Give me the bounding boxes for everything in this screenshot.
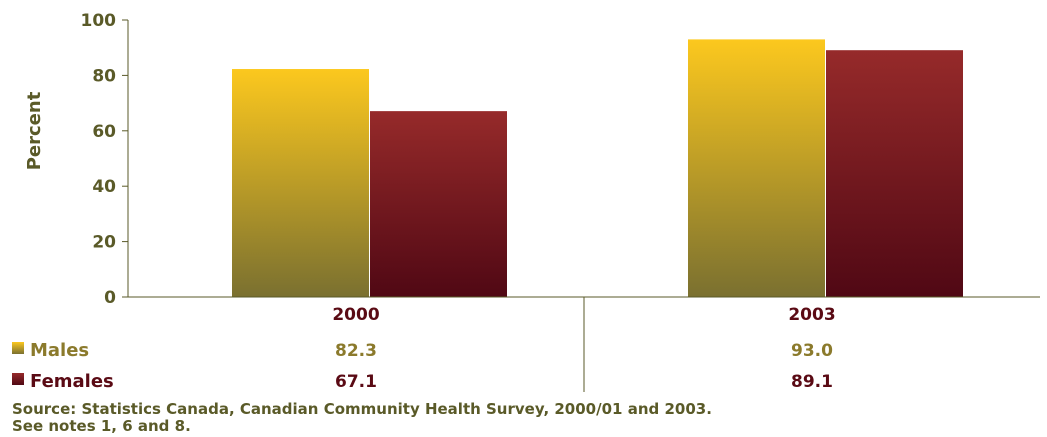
axes: 0 20 40 60 80 100 <box>81 11 1040 392</box>
y-tick-label: 0 <box>104 288 116 308</box>
source-note: Source: Statistics Canada, Canadian Comm… <box>12 401 712 435</box>
y-tick-label: 40 <box>92 177 116 197</box>
bar-females-2000 <box>370 111 507 298</box>
bar-females-2003 <box>826 50 963 298</box>
bar-males-2003 <box>688 39 825 297</box>
data-label-females: 67.1 <box>335 372 377 392</box>
legend-label-males: Males <box>30 340 89 361</box>
legend-swatch-females <box>12 373 24 385</box>
data-label-males: 82.3 <box>335 341 377 361</box>
labels: 2000 82.3 67.1 2003 93.0 89.1 <box>332 305 835 392</box>
y-tick-label: 60 <box>92 122 116 142</box>
category-label: 2003 <box>788 305 835 325</box>
data-label-females: 89.1 <box>791 372 833 392</box>
category-label: 2000 <box>332 305 379 325</box>
notes-line: See notes 1, 6 and 8. <box>12 417 191 435</box>
y-tick-label: 100 <box>81 11 117 31</box>
legend-label-females: Females <box>30 371 114 392</box>
bars <box>232 39 963 298</box>
legend-table: Males Females <box>12 340 114 392</box>
y-axis-label: Percent <box>24 91 45 170</box>
y-tick-label: 20 <box>92 233 116 253</box>
y-tick-label: 80 <box>92 66 116 86</box>
data-label-males: 93.0 <box>791 341 833 361</box>
bar-males-2000 <box>232 69 369 298</box>
legend-swatch-males <box>12 342 24 354</box>
source-line: Source: Statistics Canada, Canadian Comm… <box>12 400 712 418</box>
